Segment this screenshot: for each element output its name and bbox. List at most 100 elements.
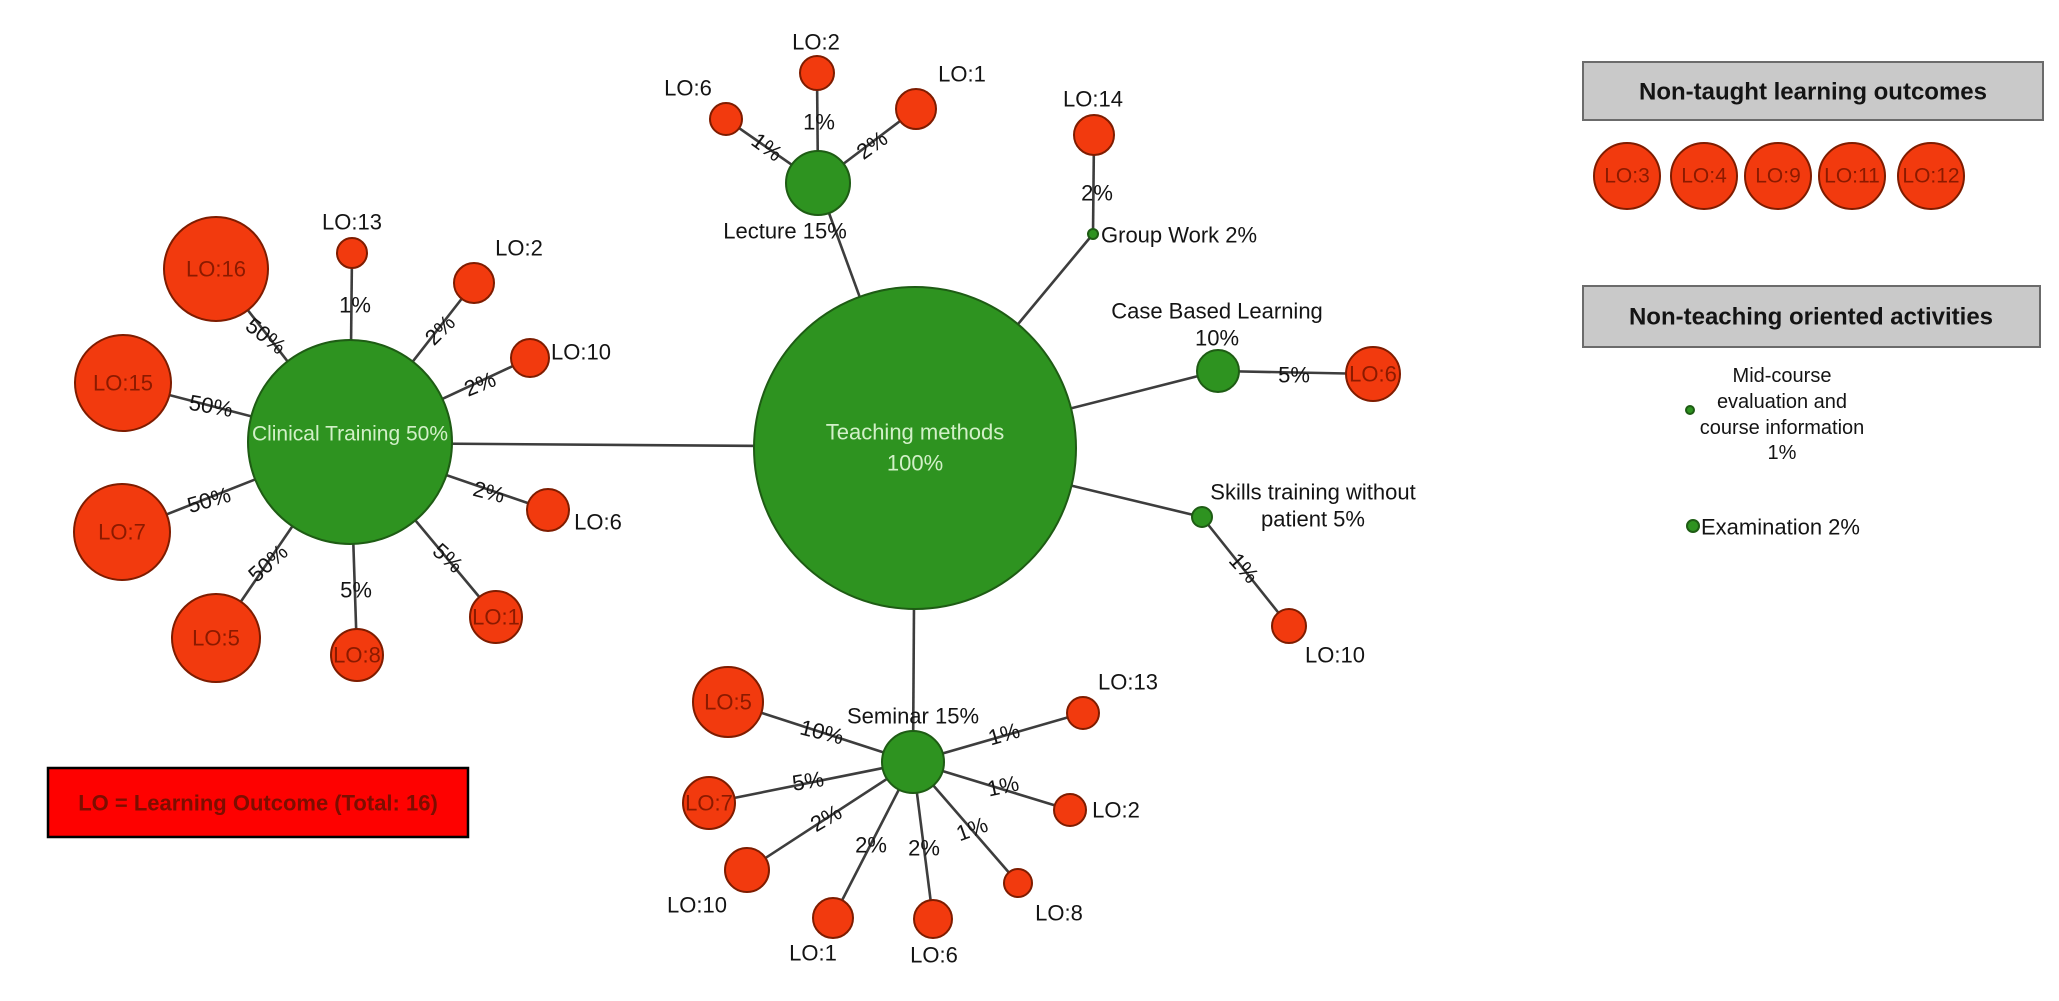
node-legend-lo9	[1744, 142, 1812, 210]
edge-label-seminar-lo10: 2%	[806, 799, 846, 837]
node-lecture-lo1	[895, 88, 937, 130]
group-work-label: Group Work 2%	[1101, 223, 1257, 248]
legend-non-taught-box	[1582, 61, 2044, 121]
node-clinical-training	[247, 339, 453, 545]
clinical-lo10-label: LO:10	[551, 340, 611, 365]
nodes	[73, 55, 1401, 939]
node-labels: Teaching methods 100% Clinical Training …	[93, 30, 1416, 968]
clinical-lo8-label: LO:8	[333, 643, 381, 668]
edge-seminar-lo7	[708, 760, 914, 805]
note: LO = Learning Outcome (Total: 16)	[46, 766, 470, 839]
legend-lo3-label: LO:3	[1604, 165, 1650, 188]
node-clinical-lo15	[74, 334, 172, 432]
seminar-lo8-label: LO:8	[1035, 901, 1083, 926]
edge-label-case-based-lo6: 5%	[1278, 363, 1310, 388]
seminar-lo6-label: LO:6	[910, 943, 958, 968]
node-clinical-lo7	[73, 483, 171, 581]
node-case-based-lo6	[1345, 346, 1401, 402]
edge-label-clinical-lo8: 5%	[340, 578, 372, 603]
node-lecture-lo6	[709, 102, 743, 136]
edge-label-seminar-lo6: 2%	[908, 836, 940, 861]
node-seminar-lo7	[682, 776, 736, 830]
edge-label-seminar-lo5: 10%	[798, 715, 847, 750]
clinical-lo15-label: LO:15	[93, 371, 153, 396]
note-text: LO = Learning Outcome (Total: 16)	[78, 791, 438, 816]
node-seminar-lo10	[724, 847, 770, 893]
node-seminar-lo1	[812, 897, 854, 939]
node-clinical-lo8	[330, 628, 384, 682]
legend-non-teaching: Non-teaching oriented activities Mid-cou…	[1582, 285, 2041, 540]
edge-label-group-work-lo14: 2%	[1081, 181, 1113, 206]
case-based-label-line1: Case Based Learning	[1111, 299, 1323, 324]
edge-label-clinical-lo7: 50%	[184, 482, 233, 518]
mid-course-line3: course information	[1700, 417, 1865, 439]
node-clinical-lo1	[469, 590, 523, 644]
lecture-lo6-label: LO:6	[664, 76, 712, 101]
clinical-lo13-label: LO:13	[322, 210, 382, 235]
node-seminar	[881, 730, 945, 794]
node-clinical-lo16	[163, 216, 269, 322]
teaching-methods-label-line2: 100%	[887, 451, 943, 476]
legend-non-teaching-box	[1582, 285, 2041, 348]
legend-lo12-label: LO:12	[1902, 165, 1959, 188]
legend-non-taught: Non-taught learning outcomes LO:3 LO:4 L…	[1582, 61, 2044, 210]
node-skills-training-dot	[1191, 506, 1213, 528]
edge-label-clinical-lo13: 1%	[339, 293, 371, 318]
node-lecture-lo2	[799, 55, 835, 91]
edge-label-clinical-lo16: 50%	[241, 313, 291, 360]
edge-label-clinical-lo6: 2%	[471, 476, 508, 508]
mid-course-line4: 1%	[1768, 442, 1797, 464]
node-skills-lo10	[1271, 608, 1307, 644]
edge-label-seminar-lo7: 5%	[790, 766, 825, 796]
skills-label-line2: patient 5%	[1261, 507, 1365, 532]
node-clinical-lo10	[510, 338, 550, 378]
mid-course-dot	[1685, 405, 1695, 415]
node-legend-lo4	[1670, 142, 1738, 210]
node-seminar-lo13	[1066, 696, 1100, 730]
case-based-lo6-label: LO:6	[1349, 362, 1397, 387]
seminar-label: Seminar 15%	[847, 704, 979, 729]
edge-label-seminar-lo2: 1%	[985, 770, 1021, 801]
seminar-lo2-label: LO:2	[1092, 798, 1140, 823]
edge-label-lecture-lo2: 1%	[803, 110, 835, 135]
mid-course-line2: evaluation and	[1717, 391, 1847, 413]
examination-dot	[1686, 519, 1700, 533]
skills-lo10-label: LO:10	[1305, 643, 1365, 668]
node-clinical-lo6	[526, 488, 570, 532]
edge-label-lecture-lo6: 1%	[747, 128, 787, 167]
clinical-lo16-label: LO:16	[186, 257, 246, 282]
seminar-lo5-label: LO:5	[704, 690, 752, 715]
lo14-label: LO:14	[1063, 87, 1123, 112]
node-seminar-lo6	[913, 899, 953, 939]
clinical-lo6-label: LO:6	[574, 510, 622, 535]
examination-label: Examination 2%	[1701, 515, 1860, 540]
legend-non-teaching-title: Non-teaching oriented activities	[1629, 304, 1993, 331]
seminar-lo13-label: LO:13	[1098, 670, 1158, 695]
edge-seminar-lo10	[746, 760, 914, 872]
edge-label-seminar-lo8: 1%	[953, 812, 991, 846]
edge-label-seminar-lo13: 1%	[985, 718, 1022, 751]
clinical-lo1-label: LO:1	[472, 605, 520, 630]
edge-label-clinical-lo10: 2%	[461, 366, 500, 401]
node-group-work-dot	[1087, 228, 1099, 240]
node-seminar-lo8	[1003, 868, 1033, 898]
edge-label-clinical-lo15: 50%	[187, 390, 235, 422]
legend-non-taught-title: Non-taught learning outcomes	[1639, 79, 1987, 106]
node-teaching-methods	[753, 286, 1077, 610]
legend-lo9-label: LO:9	[1755, 165, 1801, 188]
clinical-training-label: Clinical Training 50%	[252, 423, 448, 446]
legend-lo4-label: LO:4	[1681, 165, 1727, 188]
clinical-lo5-label: LO:5	[192, 626, 240, 651]
node-seminar-lo2	[1053, 793, 1087, 827]
node-legend-lo11	[1818, 142, 1886, 210]
lecture-lo2-label: LO:2	[792, 30, 840, 55]
node-lo14	[1073, 114, 1115, 156]
seminar-lo1-label: LO:1	[789, 941, 837, 966]
node-seminar-lo5	[692, 666, 764, 738]
seminar-lo10-label: LO:10	[667, 893, 727, 918]
node-lecture	[785, 150, 851, 216]
skills-label-line1: Skills training without	[1210, 480, 1415, 505]
seminar-lo7-label: LO:7	[685, 791, 733, 816]
